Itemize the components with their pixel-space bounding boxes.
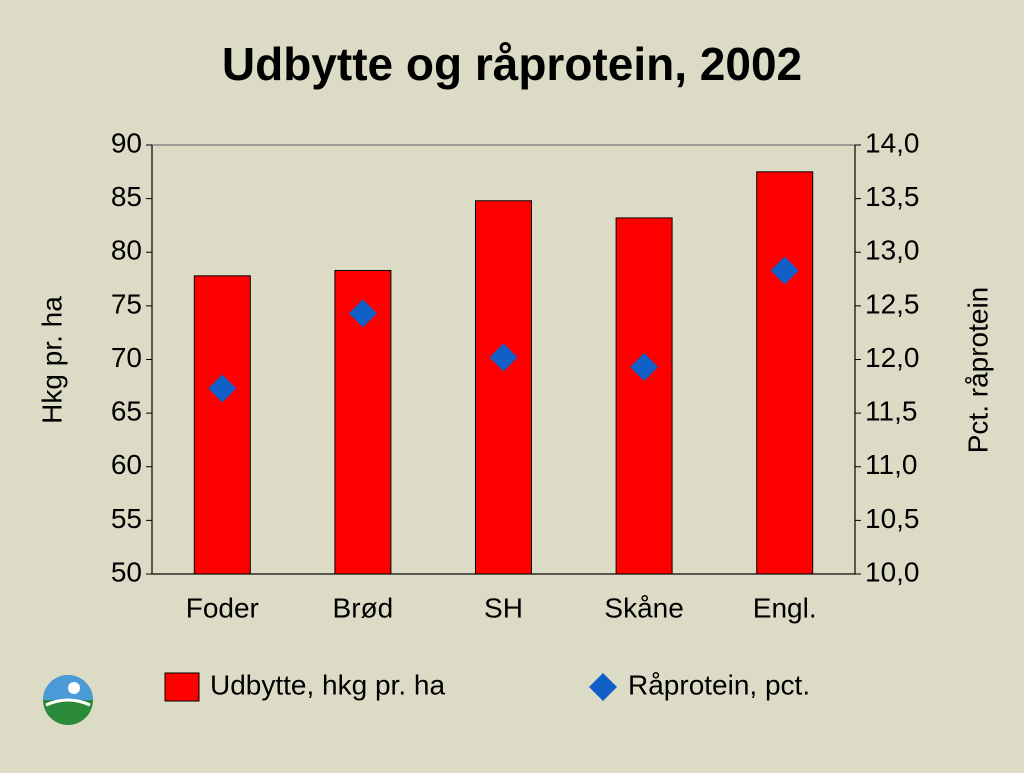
chart-title: Udbytte og råprotein, 2002 xyxy=(222,38,802,90)
y-tick-label: 50 xyxy=(111,556,142,587)
bar xyxy=(193,275,251,575)
y-tick-label: 80 xyxy=(111,235,142,266)
x-tick-label: SH xyxy=(484,592,523,623)
bar xyxy=(475,200,532,575)
bar xyxy=(615,217,673,575)
legend-swatch xyxy=(164,672,200,702)
legend-label: Råprotein, pct. xyxy=(628,669,810,700)
y-tick-label: 90 xyxy=(111,127,142,158)
x-tick-label: Engl. xyxy=(753,592,817,623)
y2-tick-label: 11,5 xyxy=(865,396,917,427)
x-tick-label: Skåne xyxy=(604,592,683,623)
x-tick-label: Foder xyxy=(186,592,259,623)
bar xyxy=(756,171,814,575)
y2-tick-label: 12,5 xyxy=(865,288,920,319)
y-tick-label: 70 xyxy=(111,342,142,373)
legend-swatch xyxy=(589,673,617,701)
y2-tick-label: 10,5 xyxy=(865,503,920,534)
y2-tick-label: 13,5 xyxy=(865,181,920,212)
y-tick-label: 85 xyxy=(111,181,142,212)
y-axis-title: Hkg pr. ha xyxy=(36,296,67,424)
point xyxy=(348,299,377,328)
point xyxy=(630,353,659,382)
y-tick-label: 65 xyxy=(111,396,142,427)
y2-tick-label: 11,0 xyxy=(865,449,917,480)
y-tick-label: 55 xyxy=(111,503,142,534)
y2-tick-label: 10,0 xyxy=(865,556,920,587)
y2-axis-title: Pct. råprotein xyxy=(962,287,993,454)
y2-tick-label: 13,0 xyxy=(865,235,920,266)
logo xyxy=(43,675,93,725)
point xyxy=(770,256,799,285)
y2-tick-label: 14,0 xyxy=(865,127,920,158)
legend-label: Udbytte, hkg pr. ha xyxy=(210,669,445,700)
y-tick-label: 75 xyxy=(111,288,142,319)
point xyxy=(208,374,237,403)
y2-tick-label: 12,0 xyxy=(865,342,920,373)
point xyxy=(489,343,518,372)
x-tick-label: Brød xyxy=(333,592,394,623)
y-tick-label: 60 xyxy=(111,449,142,480)
